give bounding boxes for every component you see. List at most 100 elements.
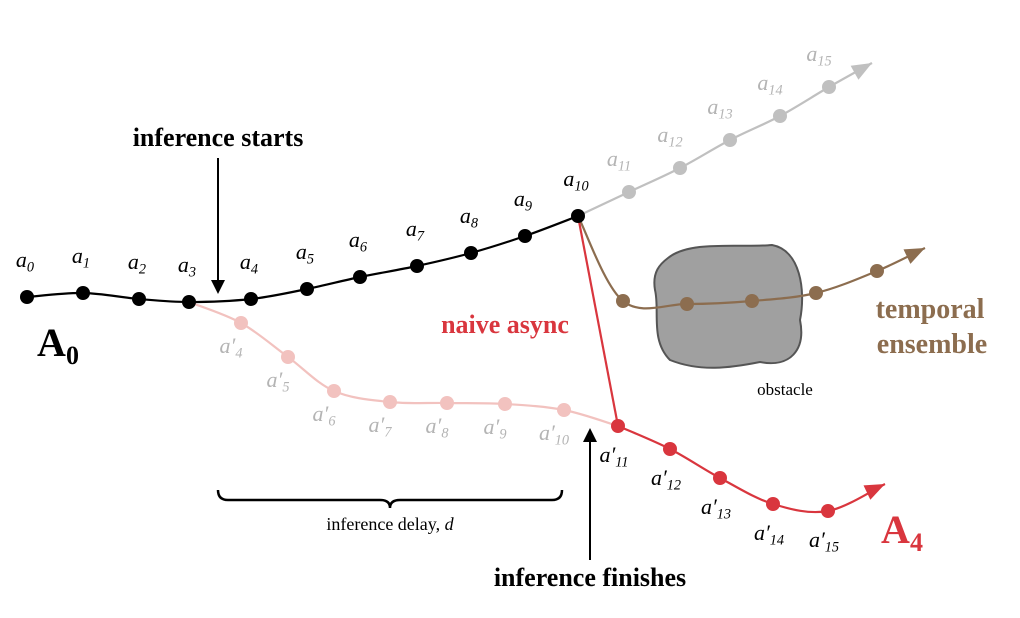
label-base: a <box>406 216 417 241</box>
label-base: a <box>514 186 525 211</box>
point-label: A0 <box>37 320 79 370</box>
point <box>132 292 146 306</box>
label-sub: 13 <box>717 506 731 522</box>
point <box>723 133 737 147</box>
label-base: a <box>607 146 618 171</box>
point-label: a0 <box>16 247 34 275</box>
label-base: a <box>128 249 139 274</box>
point <box>713 471 727 485</box>
label-base: a <box>460 203 471 228</box>
point-label: a′11 <box>599 442 628 470</box>
label-sub: 15 <box>825 539 839 555</box>
label-base: A <box>37 320 66 365</box>
caption: inference finishes <box>494 563 686 592</box>
point-label: a9 <box>514 186 532 214</box>
point-label: a11 <box>607 146 631 174</box>
point <box>76 286 90 300</box>
label-base: a′ <box>267 367 284 392</box>
label-base: a′ <box>701 494 718 519</box>
point-label: a′5 <box>267 367 290 395</box>
label-base: a′ <box>539 420 556 445</box>
point-label: a′15 <box>809 527 839 555</box>
point <box>300 282 314 296</box>
label-sub: 9 <box>525 198 532 214</box>
point-label: a10 <box>563 166 588 194</box>
label-sub: 7 <box>417 228 425 244</box>
point-label: a15 <box>806 41 831 69</box>
point <box>773 109 787 123</box>
label-base: a <box>296 239 307 264</box>
label-sub: 12 <box>667 477 681 493</box>
point <box>182 295 196 309</box>
arrow-head <box>850 63 872 80</box>
label-base: a′ <box>754 520 771 545</box>
point <box>244 292 258 306</box>
label-base: a′ <box>651 465 668 490</box>
label-sub: 0 <box>27 259 34 275</box>
point-label: a14 <box>757 70 782 98</box>
label-base: a′ <box>484 414 501 439</box>
point <box>680 297 694 311</box>
point <box>464 246 478 260</box>
point <box>557 403 571 417</box>
label-sub: 11 <box>615 454 628 470</box>
point-label: a′12 <box>651 465 681 493</box>
label-base: a <box>240 249 251 274</box>
label-base: a′ <box>599 442 616 467</box>
point <box>616 294 630 308</box>
label-base: a <box>657 122 668 147</box>
point <box>663 442 677 456</box>
arrow-head <box>903 248 925 264</box>
label-sub: 7 <box>384 424 392 440</box>
point-label: a′10 <box>539 420 569 448</box>
label-sub: 6 <box>328 413 336 429</box>
label-base: a <box>349 227 360 252</box>
point-label: a8 <box>460 203 478 231</box>
label-sub: 4 <box>910 528 923 557</box>
label-base: a <box>757 70 768 95</box>
point <box>611 419 625 433</box>
label-sub: 5 <box>307 251 314 267</box>
point-label: a7 <box>406 216 425 244</box>
label-base: A <box>881 507 910 552</box>
label-base: a <box>707 94 718 119</box>
point-label: a1 <box>72 243 90 271</box>
point-label: A4 <box>881 507 923 557</box>
label-sub: 9 <box>499 426 506 442</box>
label-base: a <box>16 247 27 272</box>
point-label: a′9 <box>484 414 507 442</box>
obstacle-shape <box>653 243 804 369</box>
label-sub: 5 <box>282 379 289 395</box>
label-base: a′ <box>426 413 443 438</box>
point-label: a′6 <box>313 401 337 429</box>
caption: naive async <box>441 310 569 339</box>
label-base: a′ <box>220 333 237 358</box>
caption: temporal <box>876 294 985 325</box>
brace <box>216 489 564 509</box>
point <box>622 185 636 199</box>
red-link <box>576 215 620 427</box>
point-label: a12 <box>657 122 682 150</box>
point-label: a′4 <box>220 333 243 361</box>
point-label: a6 <box>349 227 368 255</box>
point <box>766 497 780 511</box>
point <box>410 259 424 273</box>
label-sub: 13 <box>718 106 732 122</box>
point <box>353 270 367 284</box>
point-label: a2 <box>128 249 146 277</box>
label-sub: 15 <box>817 53 831 69</box>
label-sub: 2 <box>139 261 146 277</box>
label-base: a′ <box>313 401 330 426</box>
point <box>745 294 759 308</box>
point-label: a′14 <box>754 520 784 548</box>
point <box>234 316 248 330</box>
point-label: a5 <box>296 239 314 267</box>
label-sub: 4 <box>251 261 258 277</box>
point-label: a13 <box>707 94 732 122</box>
label-sub: 12 <box>668 134 682 150</box>
label-base: a′ <box>809 527 826 552</box>
arrow-head <box>583 428 597 442</box>
point <box>383 395 397 409</box>
label-sub: 3 <box>188 264 196 280</box>
label-sub: 4 <box>235 345 242 361</box>
